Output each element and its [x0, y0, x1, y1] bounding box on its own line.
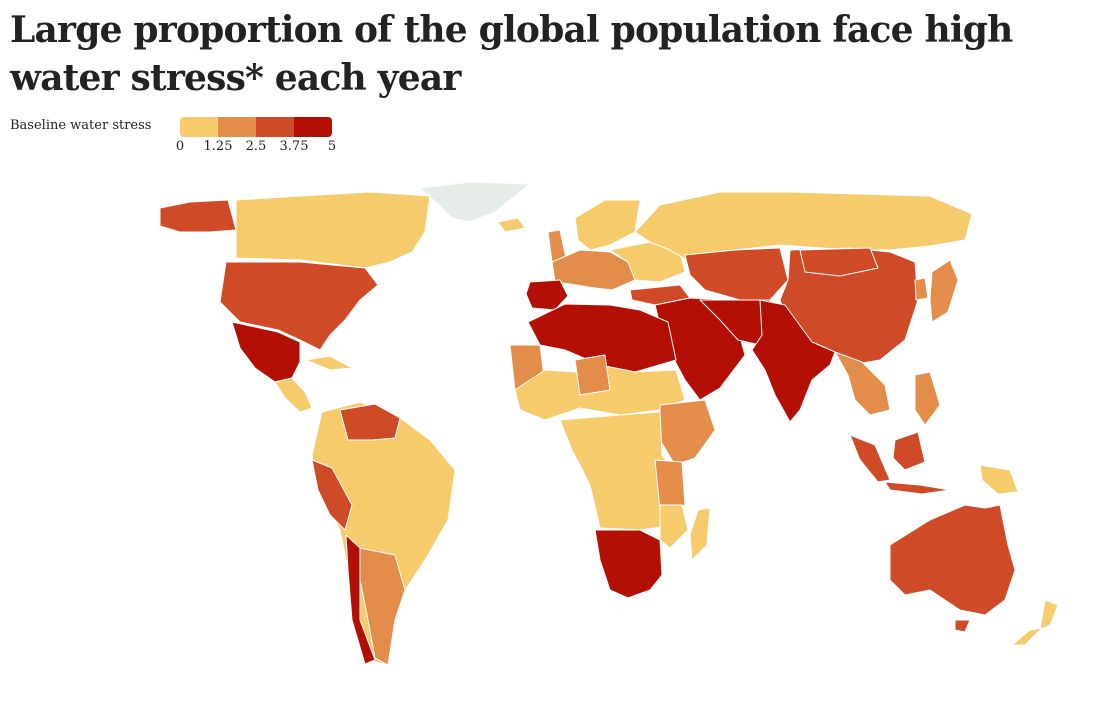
region-central-asia[interactable]	[684, 247, 789, 301]
world-map-svg	[159, 181, 1059, 666]
region-indonesia-java[interactable]	[884, 481, 951, 495]
legend-color-bar	[180, 117, 332, 137]
region-indonesia-sumatra[interactable]	[849, 434, 891, 483]
legend-label: Baseline water stress	[10, 118, 152, 133]
legend-tick: 5	[327, 139, 337, 154]
region-cuba[interactable]	[305, 355, 353, 371]
region-usa[interactable]	[219, 261, 379, 351]
region-canada[interactable]	[235, 191, 431, 269]
legend: Baseline water stress 0 1.25 2.5 3.75 5	[10, 117, 350, 157]
region-western-europe[interactable]	[551, 249, 636, 291]
legend-tick: 0	[175, 139, 185, 154]
legend-tick: 2.5	[245, 139, 267, 154]
legend-swatch-medium-high	[256, 117, 294, 137]
region-south-asia[interactable]	[751, 299, 836, 423]
region-russia[interactable]	[634, 191, 973, 263]
region-horn-of-africa[interactable]	[659, 399, 716, 466]
region-greenland[interactable]	[419, 181, 531, 223]
region-scandinavia[interactable]	[574, 199, 641, 251]
legend-swatch-low-medium	[218, 117, 256, 137]
region-peru[interactable]	[311, 459, 353, 531]
region-mozambique[interactable]	[659, 504, 689, 549]
region-north-africa[interactable]	[527, 303, 677, 373]
region-tasmania[interactable]	[954, 619, 971, 633]
region-niger[interactable]	[574, 354, 611, 396]
region-mongolia[interactable]	[799, 247, 879, 277]
region-iceland[interactable]	[497, 217, 526, 233]
region-philippines[interactable]	[914, 371, 941, 426]
legend-tick: 3.75	[279, 139, 309, 154]
region-chile[interactable]	[345, 534, 376, 665]
region-japan[interactable]	[929, 259, 959, 323]
legend-swatch-low	[180, 117, 218, 137]
region-argentina[interactable]	[359, 547, 406, 666]
world-map	[95, 178, 1085, 678]
page-title: Large proportion of the global populatio…	[10, 9, 1013, 99]
legend-tick: 1.25	[203, 139, 233, 154]
region-alaska[interactable]	[159, 199, 237, 233]
region-tanzania[interactable]	[654, 459, 686, 511]
region-sahel[interactable]	[514, 364, 686, 421]
region-korea[interactable]	[914, 277, 929, 301]
region-southern-africa[interactable]	[594, 529, 663, 599]
region-southeast-asia[interactable]	[834, 351, 891, 416]
region-new-zealand-south[interactable]	[1011, 627, 1043, 646]
region-australia[interactable]	[889, 504, 1016, 616]
region-papua-new-guinea[interactable]	[979, 464, 1019, 495]
region-indonesia-borneo[interactable]	[892, 431, 926, 471]
region-new-zealand[interactable]	[1039, 599, 1059, 631]
legend-swatch-extremely-high	[294, 117, 332, 137]
region-venezuela[interactable]	[339, 403, 401, 441]
region-madagascar[interactable]	[689, 507, 711, 561]
region-central-america[interactable]	[274, 377, 313, 413]
